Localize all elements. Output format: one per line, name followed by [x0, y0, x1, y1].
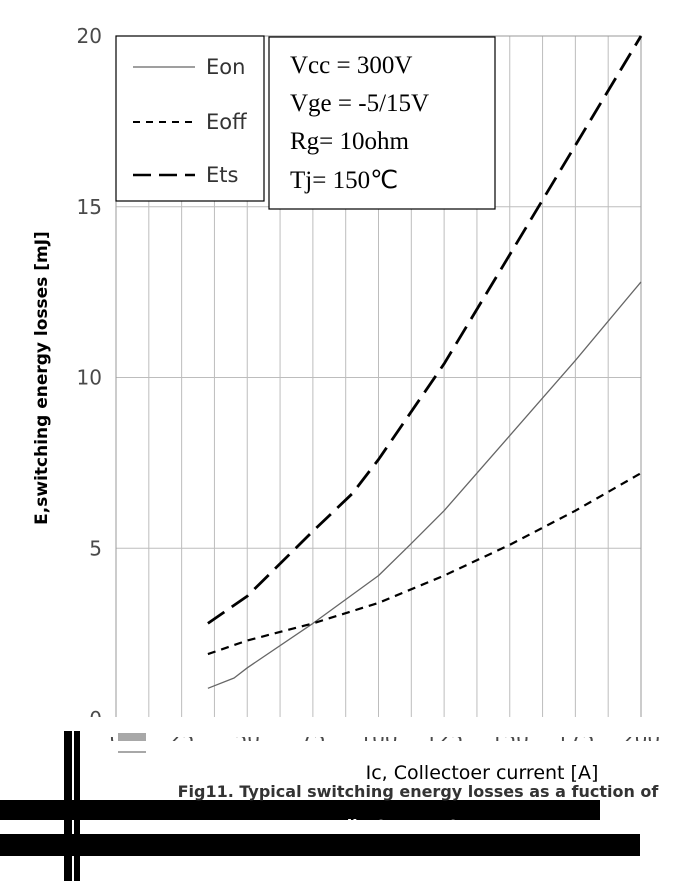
figure-caption-line2: collect current	[326, 816, 458, 835]
y-tick-label: 5	[89, 536, 102, 560]
condition-tj: Tj= 150℃	[290, 167, 398, 194]
x-axis-label: Ic, Collectoer current [A]	[366, 762, 599, 784]
y-axis-label: E,switching energy losses [mJ]	[32, 231, 52, 525]
y-tick-label: 15	[77, 195, 102, 219]
scan-artifacts	[0, 717, 681, 881]
legend-label-ets: Ets	[206, 163, 238, 187]
conditions-box: Vcc = 300V Vge = -5/15V Rg= 10ohm Tj= 15…	[268, 36, 496, 210]
series-line-ets	[207, 35, 643, 625]
y-tick-label: 20	[77, 24, 102, 48]
series-line-eon	[207, 281, 642, 689]
condition-vge: Vge = -5/15V	[290, 90, 429, 117]
legend-label-eon: Eon	[206, 55, 245, 79]
series-line-eoff	[207, 472, 642, 656]
legend: Eon Eoff Ets	[115, 35, 265, 202]
figure-caption-line1: Fig11. Typical switching energy losses a…	[178, 782, 660, 801]
condition-rg: Rg= 10ohm	[290, 128, 410, 155]
condition-vcc: Vcc = 300V	[290, 52, 412, 79]
y-tick-label: 10	[77, 366, 102, 390]
legend-label-eoff: Eoff	[206, 110, 247, 134]
